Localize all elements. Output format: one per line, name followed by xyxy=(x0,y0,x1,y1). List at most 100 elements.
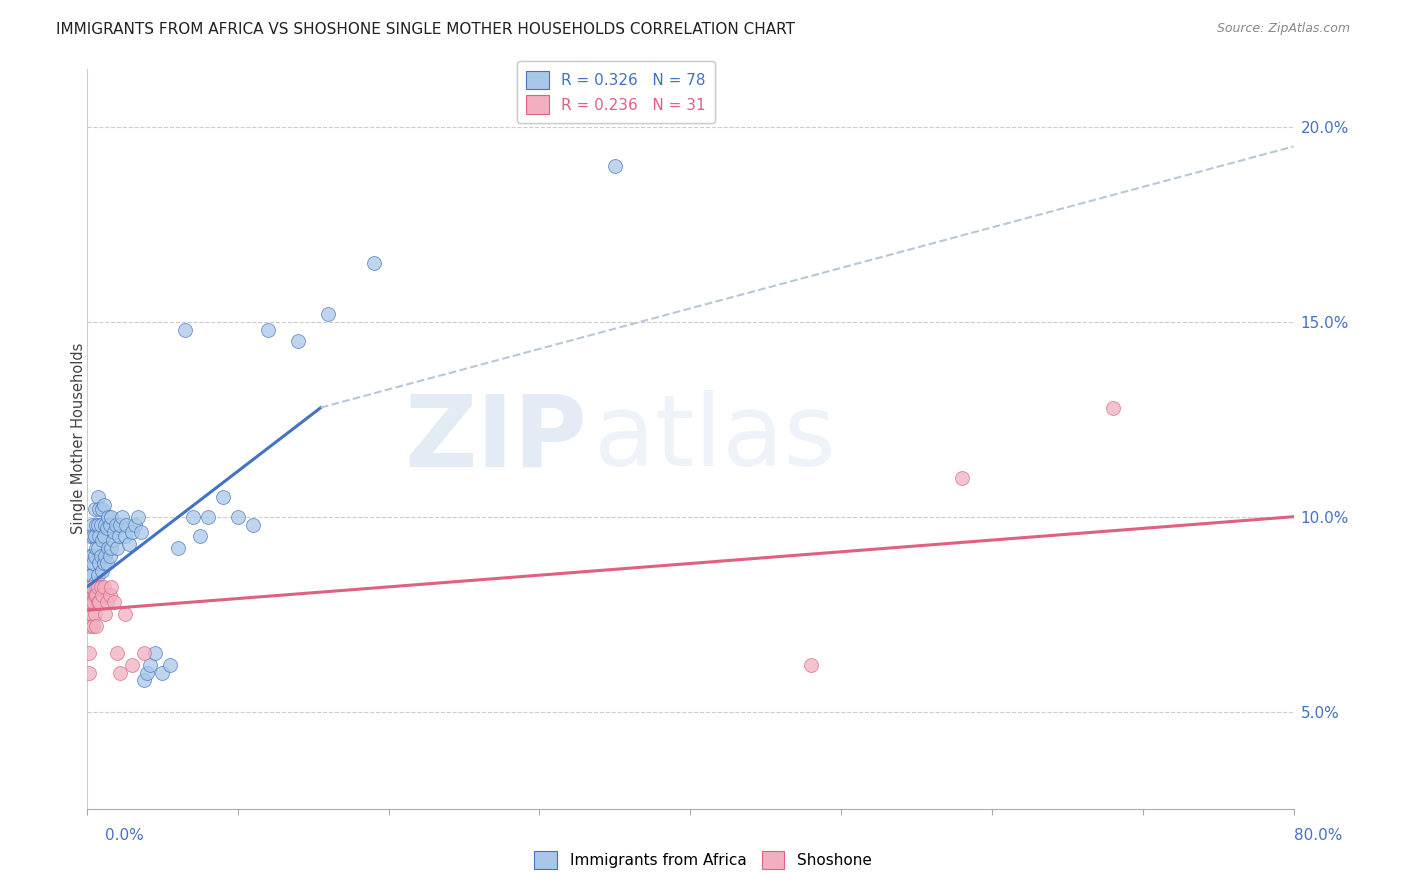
Point xyxy=(83,607,105,621)
Point xyxy=(104,517,127,532)
Point xyxy=(103,595,125,609)
Point xyxy=(93,529,115,543)
Point xyxy=(159,657,181,672)
Point xyxy=(84,541,107,555)
Point xyxy=(83,549,105,563)
Point xyxy=(101,533,124,547)
Point xyxy=(318,307,340,321)
Point xyxy=(114,607,136,621)
Point xyxy=(105,541,128,555)
Point xyxy=(950,471,973,485)
Point xyxy=(80,595,103,609)
Point xyxy=(77,665,100,680)
Point xyxy=(77,646,100,660)
Point xyxy=(89,502,111,516)
Point xyxy=(79,529,101,543)
Text: IMMIGRANTS FROM AFRICA VS SHOSHONE SINGLE MOTHER HOUSEHOLDS CORRELATION CHART: IMMIGRANTS FROM AFRICA VS SHOSHONE SINGL… xyxy=(56,22,796,37)
Point xyxy=(121,525,143,540)
Point xyxy=(79,580,101,594)
Point xyxy=(77,588,100,602)
Point xyxy=(89,529,111,543)
Point xyxy=(111,509,134,524)
Point xyxy=(83,576,105,591)
Point xyxy=(82,529,104,543)
Point xyxy=(86,595,108,609)
Point xyxy=(174,323,197,337)
Point xyxy=(131,525,153,540)
Point xyxy=(107,529,129,543)
Point xyxy=(86,517,108,532)
Point xyxy=(91,502,114,516)
Point xyxy=(110,665,132,680)
Point xyxy=(82,595,104,609)
Point xyxy=(287,334,309,349)
Point xyxy=(86,568,108,582)
Point xyxy=(91,564,114,578)
Point xyxy=(115,517,138,532)
Point xyxy=(80,549,103,563)
Point xyxy=(83,529,105,543)
Point xyxy=(80,580,103,594)
Point xyxy=(80,517,103,532)
Point xyxy=(363,256,385,270)
Point xyxy=(79,557,101,571)
Point xyxy=(134,673,156,688)
Point xyxy=(89,557,111,571)
Point xyxy=(800,657,823,672)
Point xyxy=(90,549,112,563)
Point xyxy=(226,509,249,524)
Point xyxy=(100,541,122,555)
Point xyxy=(188,529,211,543)
Point xyxy=(82,588,104,602)
Point xyxy=(93,580,115,594)
Text: 80.0%: 80.0% xyxy=(1295,828,1343,843)
Point xyxy=(89,595,111,609)
Point xyxy=(127,509,149,524)
Point xyxy=(136,665,159,680)
Y-axis label: Single Mother Households: Single Mother Households xyxy=(72,343,86,534)
Text: ZIP: ZIP xyxy=(405,391,588,487)
Point xyxy=(98,517,121,532)
Point xyxy=(86,541,108,555)
Point xyxy=(90,580,112,594)
Point xyxy=(77,549,100,563)
Point xyxy=(197,509,219,524)
Point xyxy=(97,509,120,524)
Point xyxy=(143,646,166,660)
Text: atlas: atlas xyxy=(593,391,835,487)
Point xyxy=(82,557,104,571)
Point xyxy=(124,517,146,532)
Text: 0.0%: 0.0% xyxy=(105,828,145,843)
Point xyxy=(84,619,107,633)
Point xyxy=(98,588,121,602)
Legend: Immigrants from Africa, Shoshone: Immigrants from Africa, Shoshone xyxy=(529,845,877,875)
Point xyxy=(118,537,141,551)
Point xyxy=(84,580,107,594)
Point xyxy=(80,568,103,582)
Point xyxy=(79,595,101,609)
Point xyxy=(94,549,117,563)
Point xyxy=(114,529,136,543)
Point xyxy=(91,588,114,602)
Point xyxy=(84,588,107,602)
Point xyxy=(80,607,103,621)
Point xyxy=(103,525,125,540)
Point xyxy=(100,580,122,594)
Point xyxy=(83,588,105,602)
Point xyxy=(90,517,112,532)
Point xyxy=(139,657,162,672)
Point xyxy=(257,323,280,337)
Point xyxy=(93,498,115,512)
Point xyxy=(100,509,122,524)
Point xyxy=(242,517,264,532)
Point xyxy=(97,541,120,555)
Point xyxy=(166,541,188,555)
Point xyxy=(98,549,121,563)
Point xyxy=(93,557,115,571)
Legend: R = 0.326   N = 78, R = 0.236   N = 31: R = 0.326 N = 78, R = 0.236 N = 31 xyxy=(517,62,716,123)
Point xyxy=(83,502,105,516)
Point xyxy=(82,619,104,633)
Point xyxy=(110,517,132,532)
Point xyxy=(121,657,143,672)
Point xyxy=(134,646,156,660)
